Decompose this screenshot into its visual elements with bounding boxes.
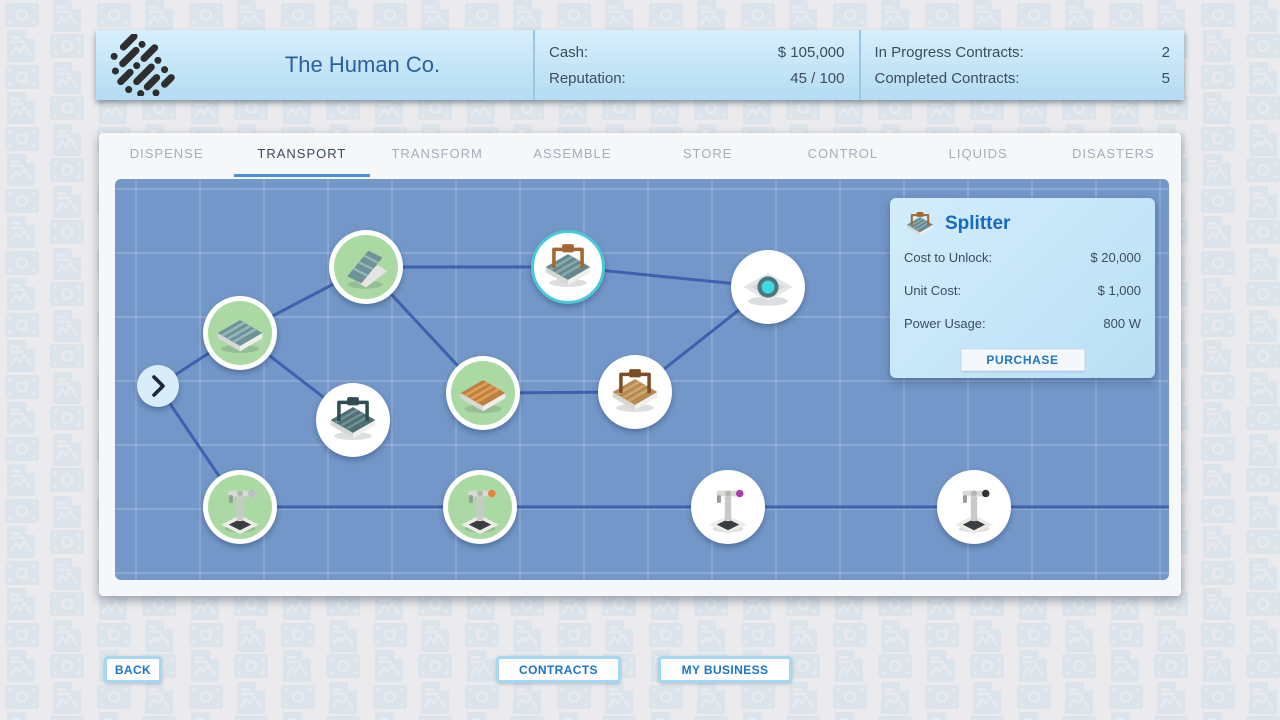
tab-control[interactable]: CONTROL bbox=[807, 146, 879, 161]
tab-store[interactable]: STORE bbox=[682, 146, 733, 161]
tab-disasters[interactable]: DISASTERS bbox=[1072, 146, 1155, 161]
reputation-value: 45 / 100 bbox=[790, 69, 845, 87]
tech-node-n2[interactable] bbox=[329, 230, 403, 304]
cash-value: $ 105,000 bbox=[777, 43, 845, 61]
tech-node-root[interactable] bbox=[137, 365, 179, 407]
dashed-diagonal-logo-icon bbox=[110, 34, 177, 96]
completed-contracts-label: Completed Contracts: bbox=[874, 69, 1020, 87]
tech-node-n9[interactable] bbox=[443, 470, 517, 544]
tech-node-n3[interactable] bbox=[531, 230, 605, 304]
header-stats-right: In Progress Contracts: 2 Completed Contr… bbox=[858, 30, 1185, 100]
tech-node-n1[interactable] bbox=[203, 296, 277, 370]
cash-label: Cash: bbox=[549, 43, 589, 61]
splitter-machine-icon bbox=[907, 212, 933, 236]
research-window: DISPENSE TRANSPORT TRANSFORM ASSEMBLE ST… bbox=[99, 133, 1181, 596]
power-usage-value: 800 W bbox=[1103, 316, 1141, 331]
inprogress-contracts-value: 2 bbox=[1161, 43, 1170, 61]
category-tabbar: DISPENSE TRANSPORT TRANSFORM ASSEMBLE ST… bbox=[99, 133, 1181, 177]
tab-liquids[interactable]: LIQUIDS bbox=[948, 146, 1008, 161]
contracts-button[interactable]: CONTRACTS bbox=[496, 656, 621, 683]
unit-cost-label: Unit Cost: bbox=[904, 283, 962, 298]
tab-assemble[interactable]: ASSEMBLE bbox=[533, 146, 612, 161]
reputation-label: Reputation: bbox=[549, 69, 626, 87]
tech-node-n7[interactable] bbox=[731, 250, 805, 324]
completed-contracts-value: 5 bbox=[1161, 69, 1170, 87]
company-logo bbox=[96, 30, 192, 100]
tech-node-n4[interactable] bbox=[316, 383, 390, 457]
power-usage-label: Power Usage: bbox=[904, 316, 986, 331]
company-header: The Human Co. Cash: $ 105,000 Reputation… bbox=[96, 30, 1184, 100]
tech-node-n11[interactable] bbox=[937, 470, 1011, 544]
purchase-button[interactable]: PURCHASE bbox=[960, 349, 1085, 371]
tech-tree-panel: Splitter Cost to Unlock: $ 20,000 Unit C… bbox=[115, 179, 1169, 580]
tab-transport[interactable]: TRANSPORT bbox=[234, 133, 370, 177]
back-button[interactable]: BACK bbox=[104, 656, 162, 683]
cost-to-unlock-value: $ 20,000 bbox=[1090, 250, 1141, 265]
tech-node-n5[interactable] bbox=[446, 356, 520, 430]
unit-cost-value: $ 1,000 bbox=[1097, 283, 1141, 298]
machine-info-panel: Splitter Cost to Unlock: $ 20,000 Unit C… bbox=[890, 198, 1155, 378]
cost-to-unlock-label: Cost to Unlock: bbox=[904, 250, 993, 265]
tech-node-n8[interactable] bbox=[203, 470, 277, 544]
tech-node-n10[interactable] bbox=[691, 470, 765, 544]
tab-transform[interactable]: TRANSFORM bbox=[391, 146, 483, 161]
tab-dispense[interactable]: DISPENSE bbox=[129, 146, 204, 161]
inprogress-contracts-label: In Progress Contracts: bbox=[874, 43, 1024, 61]
my-business-button[interactable]: MY BUSINESS bbox=[658, 656, 792, 683]
machine-name: Splitter bbox=[945, 213, 1011, 234]
company-name: The Human Co. bbox=[284, 52, 441, 77]
header-stats-left: Cash: $ 105,000 Reputation: 45 / 100 bbox=[533, 30, 859, 100]
tech-node-n6[interactable] bbox=[598, 355, 672, 429]
